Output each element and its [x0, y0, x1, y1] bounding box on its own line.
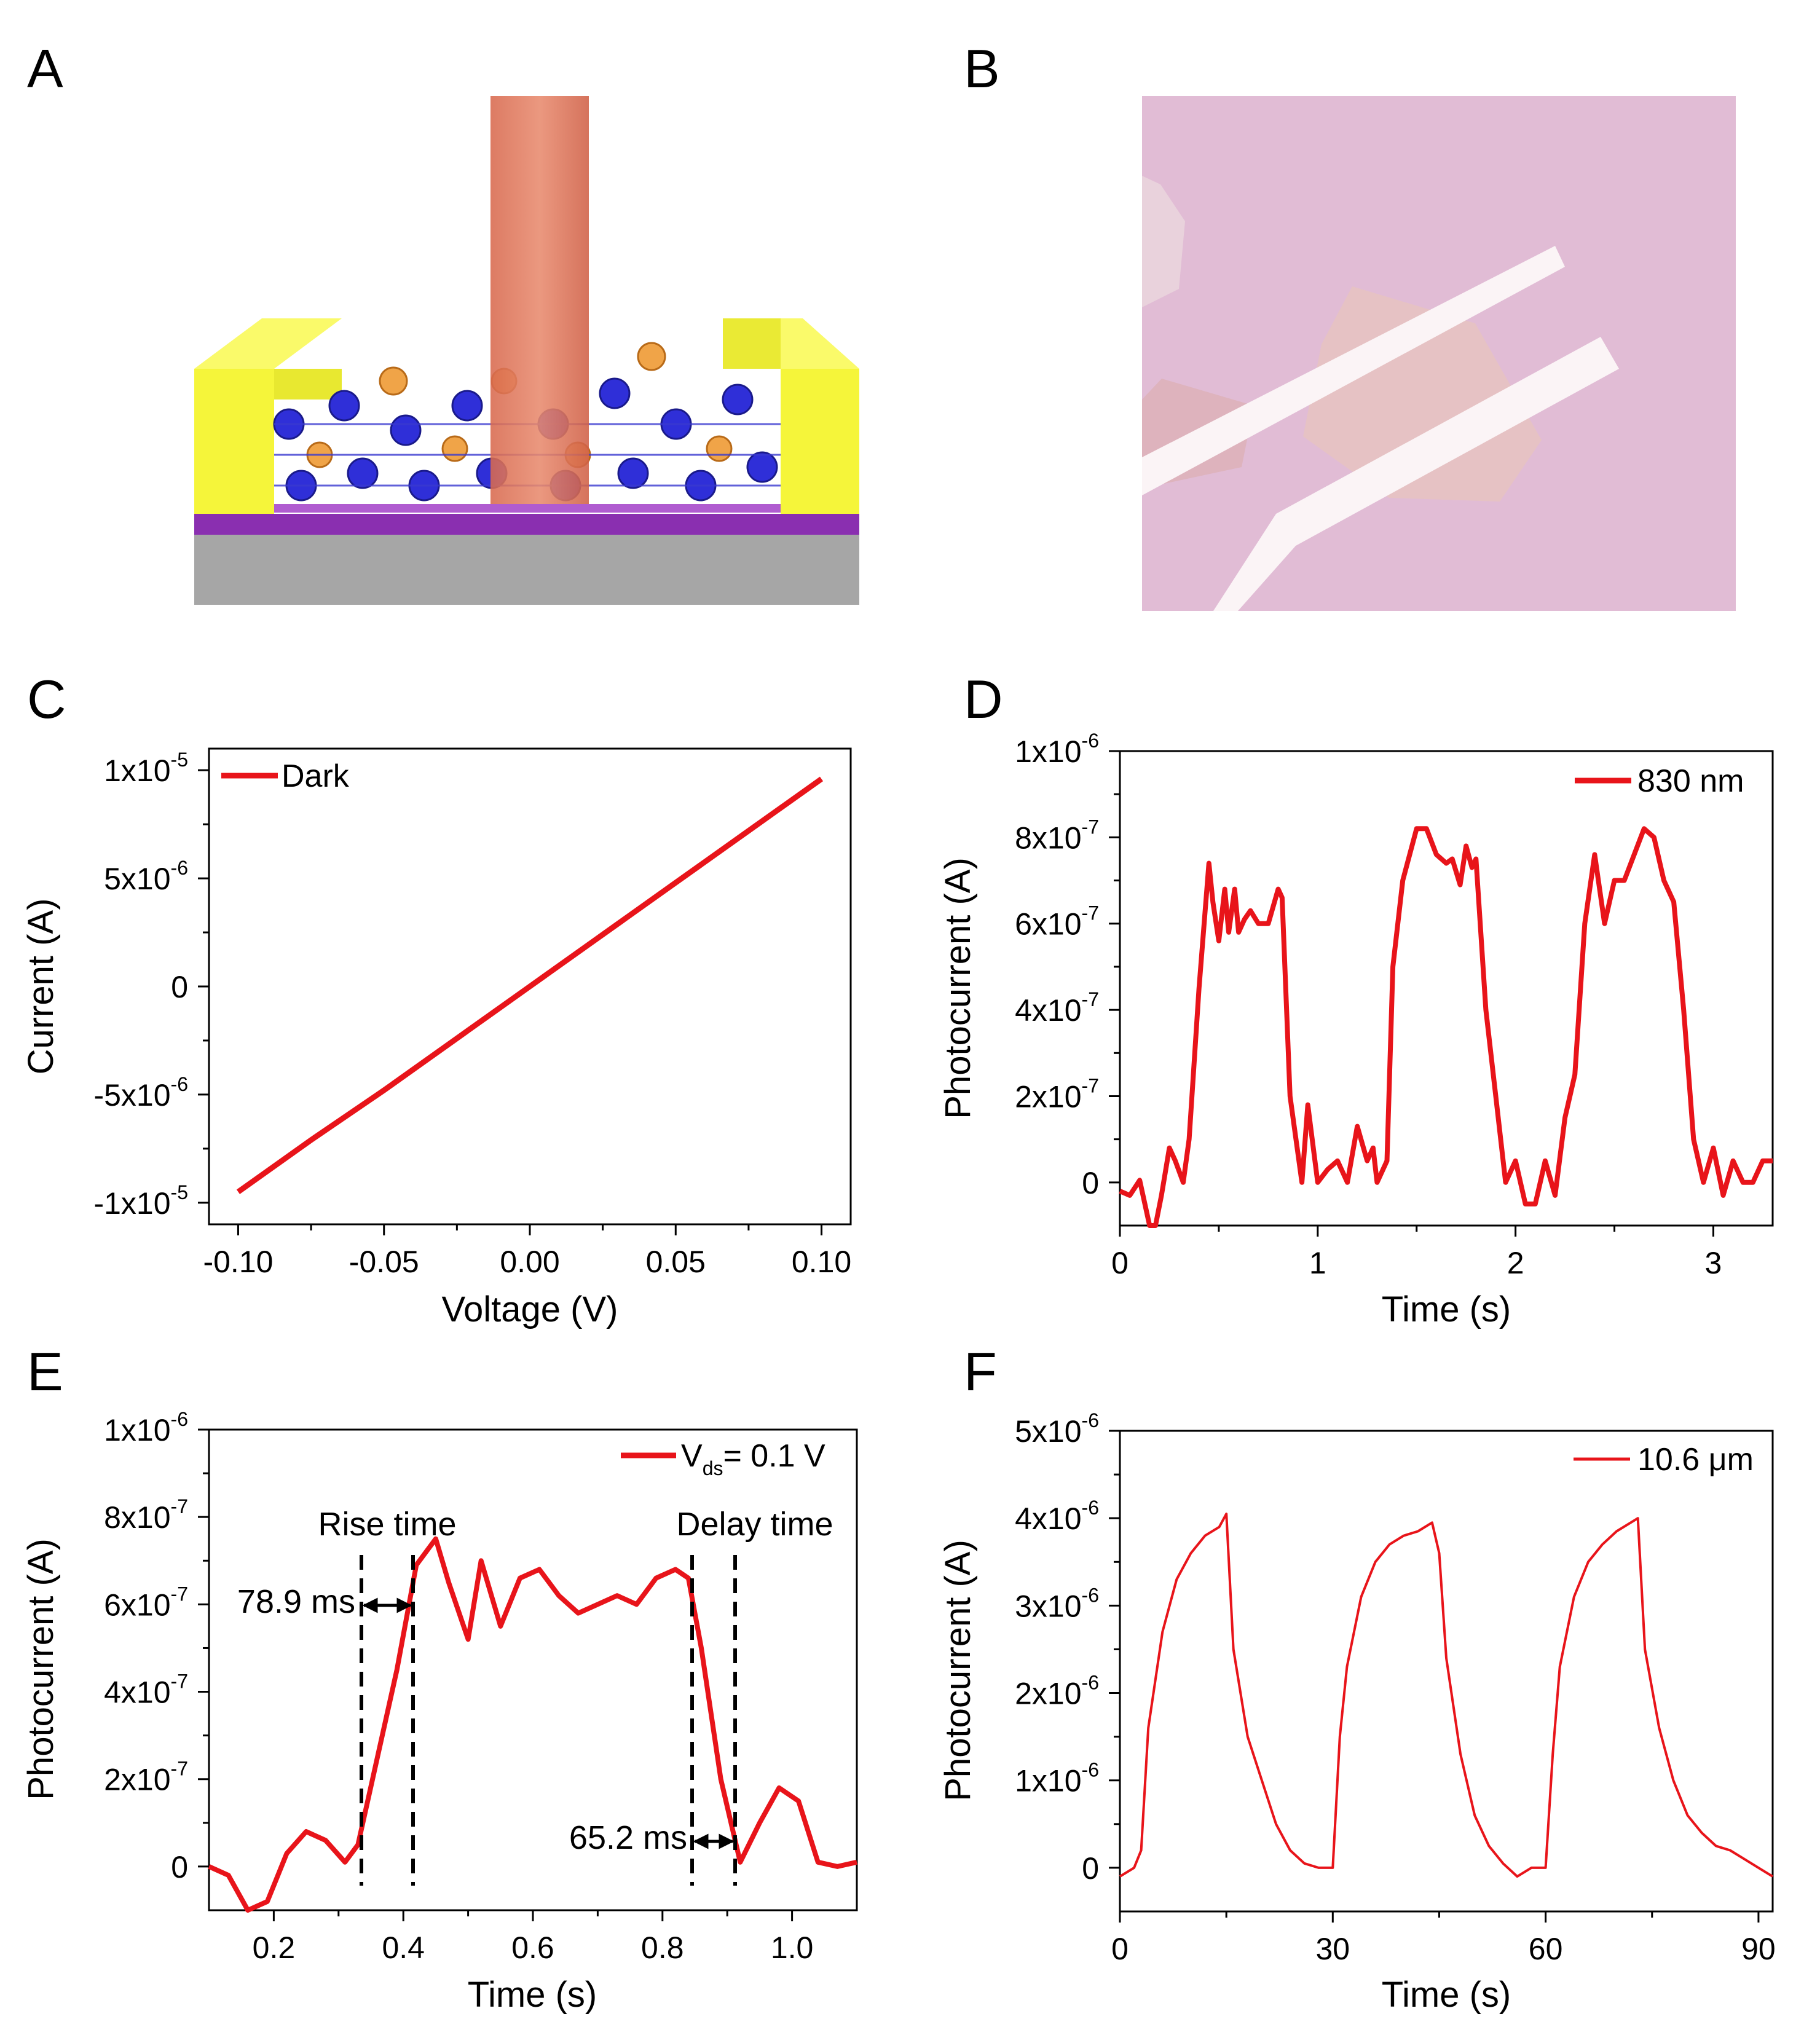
chart-e-y-tick-label: 8x10-7	[104, 1495, 188, 1535]
chart-e-y-tick-label: 6x10-7	[104, 1583, 188, 1622]
chart-d-x-tick-label: 2	[1507, 1246, 1524, 1280]
chart-c-x-tick-label: 0.00	[500, 1245, 559, 1279]
chart-e-rise-time-label: Rise time	[318, 1506, 456, 1543]
chart-f-x-tick-label: 90	[1741, 1932, 1776, 1966]
chart-d-frame	[1119, 750, 1774, 1227]
chart-c-x-tick-label: -0.05	[349, 1245, 419, 1279]
chart-c-x-tick-label: -0.10	[203, 1245, 273, 1279]
chart-f-y-tick-label: 0	[1082, 1851, 1099, 1886]
chart-d-series-830nm-line	[1119, 826, 1773, 1228]
chart-e-y-tick-label: 4x10-7	[104, 1671, 188, 1710]
chart-d-x-tick-label: 1	[1309, 1246, 1326, 1280]
chart-e-x-tick-label: 1.0	[771, 1931, 814, 1965]
chart-c-legend-label: Dark	[282, 758, 350, 794]
chart-f-y-tick-label: 2x10-6	[1015, 1672, 1099, 1711]
chart-f-y-axis-label: Photocurrent (A)	[938, 1540, 978, 1801]
chart-d-x-tick-label: 3	[1705, 1246, 1722, 1280]
chart-c-y-axis-label: Current (A)	[21, 899, 61, 1075]
chart-f-x-tick-label: 30	[1315, 1932, 1350, 1966]
chart-e-y-tick-label: 2x10-7	[104, 1758, 188, 1797]
panel-letter-a: A	[27, 38, 63, 99]
chart-e-x-tick-label: 0.2	[253, 1931, 296, 1965]
chart-e-y-axis-label: Photocurrent (A)	[21, 1538, 61, 1800]
chart-c-legend: Dark	[221, 758, 350, 794]
chart-e-legend: Vds= 0.1 V	[621, 1438, 825, 1479]
chart-e-delay-time-annotation: Delay time 65.2 ms	[569, 1506, 833, 1886]
panel-letter-c: C	[27, 669, 66, 730]
laser-beam	[490, 96, 589, 504]
chart-c-y-tick-label: 5x10-6	[104, 857, 188, 896]
chart-d-x-axis-label: Time (s)	[1382, 1289, 1511, 1329]
chart-f-series-10.6um-line	[1119, 1513, 1774, 1878]
chart-e-legend-label: Vds= 0.1 V	[681, 1438, 825, 1479]
panel-letter-f: F	[964, 1341, 997, 1402]
chart-e-y-tick-label: 1x10-6	[104, 1408, 188, 1447]
chart-e-series-vds-line	[208, 1536, 857, 1913]
chart-c: -0.10 -0.05 0.00 0.05 0.10 -1x10-5 -5x10-6 0 5x1…	[21, 747, 852, 1329]
panel-letter-e: E	[27, 1341, 63, 1402]
chart-d-y-tick-label: 2x10-7	[1015, 1074, 1099, 1114]
chart-e-x-tick-label: 0.6	[511, 1931, 554, 1965]
chart-f-y-tick-label: 1x10-6	[1015, 1759, 1099, 1798]
chart-d-legend-label: 830 nm	[1637, 763, 1744, 799]
chart-e-rise-time-annotation: Rise time 78.9 ms	[237, 1506, 457, 1886]
chart-c-y-tick-label: 1x10-5	[104, 749, 188, 788]
chart-e-delay-time-label: Delay time	[676, 1506, 833, 1543]
chart-f-y-tick-label: 5x10-6	[1015, 1409, 1099, 1449]
chart-d: 0 1 2 3 0 2x10-7 4x10-7 6x10-7 8x10-7 1x10-6 830 …	[938, 730, 1774, 1329]
chart-f: 0 30 60 90 0 1x10-6 2x10-6 3x10-6 4x10-6 5x10-6 1…	[938, 1409, 1776, 2015]
panel-letter-d: D	[964, 669, 1003, 730]
chart-c-y-tick-label: 0	[171, 970, 188, 1004]
chart-e-x-tick-label: 0.8	[641, 1931, 684, 1965]
chart-d-y-axis-label: Photocurrent (A)	[938, 857, 978, 1119]
chart-d-x-tick-label: 0	[1111, 1246, 1129, 1280]
chart-e-frame	[208, 1428, 858, 1911]
chart-d-y-tick-label: 6x10-7	[1015, 902, 1099, 942]
chart-f-x-tick-label: 0	[1111, 1932, 1129, 1966]
chart-d-y-tick-label: 1x10-6	[1015, 730, 1099, 769]
chart-c-y-tick-label: -5x10-6	[93, 1073, 188, 1112]
chart-f-y-tick-label: 3x10-6	[1015, 1584, 1099, 1623]
chart-c-y-tick-label: -1x10-5	[93, 1181, 188, 1221]
chart-d-legend: 830 nm	[1575, 763, 1744, 799]
chart-f-x-axis-label: Time (s)	[1382, 1975, 1511, 2015]
chart-c-x-tick-label: 0.05	[646, 1245, 706, 1279]
chart-e-x-tick-label: 0.4	[382, 1931, 425, 1965]
panel-letter-b: B	[964, 38, 1000, 99]
chart-f-legend: 10.6 μm	[1574, 1442, 1754, 1478]
chart-f-frame	[1119, 1430, 1774, 1913]
chart-c-x-axis-label: Voltage (V)	[442, 1289, 618, 1329]
chart-e-rise-time-value: 78.9 ms	[237, 1583, 355, 1620]
chart-e-x-axis-label: Time (s)	[468, 1975, 597, 2015]
chart-f-legend-label: 10.6 μm	[1637, 1442, 1754, 1478]
optical-micrograph-image	[1142, 96, 1736, 611]
chart-e: 0.2 0.4 0.6 0.8 1.0 0 2x10-7 4x10-7 6x10-7 8x10-7…	[21, 1408, 858, 2015]
device-schematic-illustration	[194, 96, 859, 605]
chart-c-x-tick-label: 0.10	[792, 1245, 851, 1279]
chart-e-y-tick-label: 0	[171, 1850, 188, 1884]
chart-d-y-tick-label: 4x10-7	[1015, 988, 1099, 1028]
chart-d-y-tick-label: 8x10-7	[1015, 816, 1099, 855]
chart-d-y-tick-label: 0	[1082, 1166, 1099, 1200]
chart-f-x-tick-label: 60	[1529, 1932, 1563, 1966]
chart-e-delay-time-value: 65.2 ms	[569, 1819, 687, 1856]
chart-f-y-tick-label: 4x10-6	[1015, 1497, 1099, 1536]
chart-c-series-dark-line	[236, 776, 824, 1194]
